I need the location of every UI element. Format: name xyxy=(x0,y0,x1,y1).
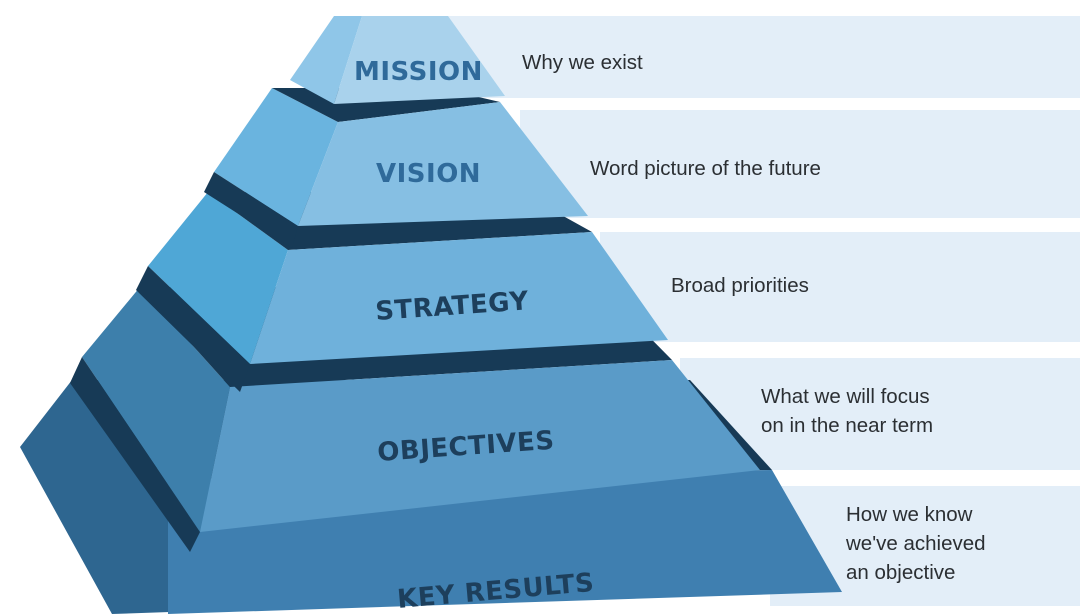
objectives-left-face xyxy=(82,287,230,532)
objectives-front-face xyxy=(200,360,760,532)
description-line: Broad priorities xyxy=(671,274,809,297)
tier-description-vision: Word picture of the future xyxy=(590,157,821,180)
description-line: an objective xyxy=(846,561,955,584)
strategy-left-face xyxy=(148,192,288,364)
tier-label-vision: VISION xyxy=(376,159,481,189)
vision-left-face xyxy=(214,88,338,226)
description-line: on in the near term xyxy=(761,414,933,437)
description-line: Word picture of the future xyxy=(590,157,821,180)
tier-description-mission: Why we exist xyxy=(522,51,643,74)
tier-vision: VISION xyxy=(204,88,588,248)
description-line: we've achieved xyxy=(845,532,986,555)
band-mission xyxy=(440,16,1080,98)
tier-label-mission: MISSION xyxy=(354,57,483,87)
band-strategy xyxy=(600,232,1080,342)
mission-left-face xyxy=(290,16,362,104)
description-line: What we will focus xyxy=(761,385,930,408)
tier-mission: MISSION xyxy=(290,16,505,104)
tier-description-objectives: What we will focus on in the near term xyxy=(761,385,935,437)
tier-description-key-results: How we know we've achieved an objective xyxy=(845,503,991,584)
strategy-front-face xyxy=(250,232,668,364)
vision-bottom-ledge xyxy=(204,172,298,248)
key-results-left-face xyxy=(20,380,170,614)
strategy-bottom-ledge xyxy=(136,266,250,392)
description-line: Why we exist xyxy=(522,51,643,74)
description-line: How we know xyxy=(846,503,973,526)
tier-description-strategy: Broad priorities xyxy=(671,274,809,297)
band-vision xyxy=(520,110,1080,218)
objectives-bottom-ledge xyxy=(70,357,200,552)
mission-front-face xyxy=(334,16,505,104)
vision-front-face xyxy=(298,102,588,226)
